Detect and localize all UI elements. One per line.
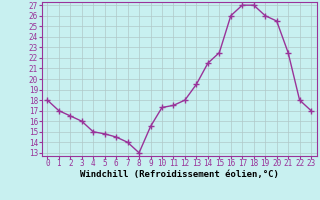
X-axis label: Windchill (Refroidissement éolien,°C): Windchill (Refroidissement éolien,°C) xyxy=(80,170,279,179)
